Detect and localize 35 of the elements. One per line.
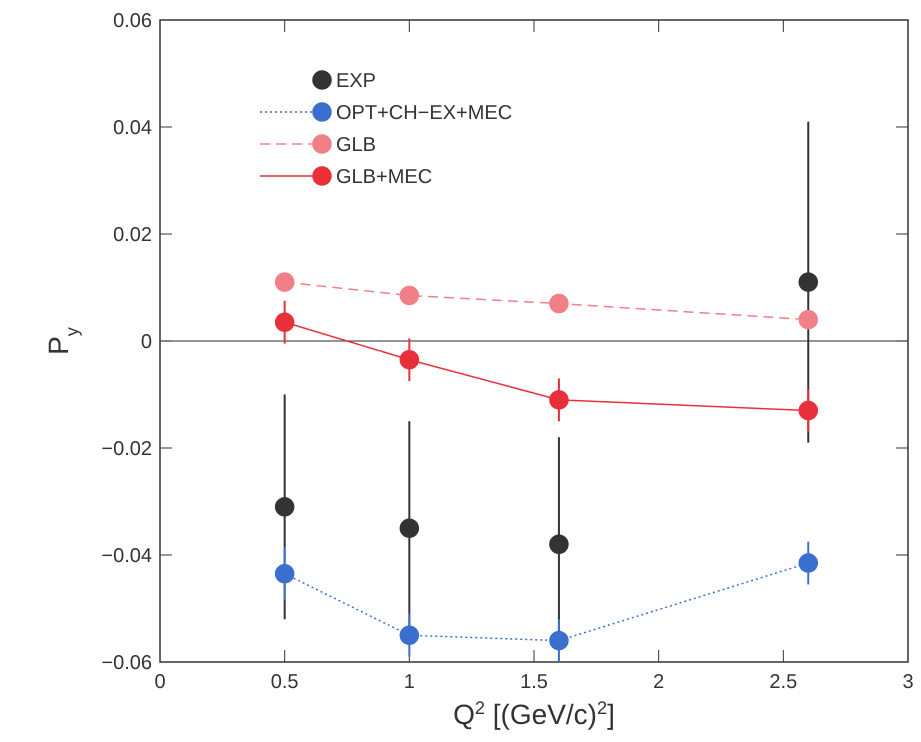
point xyxy=(274,312,294,332)
point xyxy=(274,272,294,292)
x-tick-label: 2 xyxy=(653,671,664,693)
legend-label: EXP xyxy=(336,70,376,92)
point xyxy=(549,390,569,410)
x-tick-label: 1.5 xyxy=(520,671,548,693)
point xyxy=(549,294,569,314)
legend-label: GLB+MEC xyxy=(336,166,432,188)
point xyxy=(798,310,818,330)
point xyxy=(798,553,818,573)
y-tick-label: 0.04 xyxy=(113,117,152,139)
point xyxy=(400,626,420,645)
point xyxy=(400,518,420,538)
y-tick-label: 0 xyxy=(140,331,152,353)
point xyxy=(798,272,818,292)
x-tick-label: 2.5 xyxy=(769,671,798,693)
legend-label: GLB xyxy=(336,134,376,156)
x-tick-label: 3 xyxy=(902,671,914,693)
point xyxy=(274,564,294,584)
legend-label: OPT+CH−EX+MEC xyxy=(336,102,512,124)
point xyxy=(549,630,569,650)
point xyxy=(798,400,818,420)
point xyxy=(400,350,420,370)
y-tick-label: 0.06 xyxy=(113,10,152,32)
point xyxy=(400,286,420,306)
x-tick-label: 1 xyxy=(404,671,415,693)
point xyxy=(549,534,569,554)
point xyxy=(274,497,294,517)
y-tick-label: −0.04 xyxy=(101,545,152,567)
x-axis-title: Q$^{2}$ [(GeV/c)$^{2}$] xyxy=(453,698,615,730)
y-tick-label: −0.02 xyxy=(101,438,152,460)
y-tick-label: −0.06 xyxy=(101,652,152,674)
x-tick-label: 0.5 xyxy=(270,671,299,693)
x-tick-label: 0 xyxy=(154,671,166,693)
y-tick-label: 0.02 xyxy=(113,224,152,246)
